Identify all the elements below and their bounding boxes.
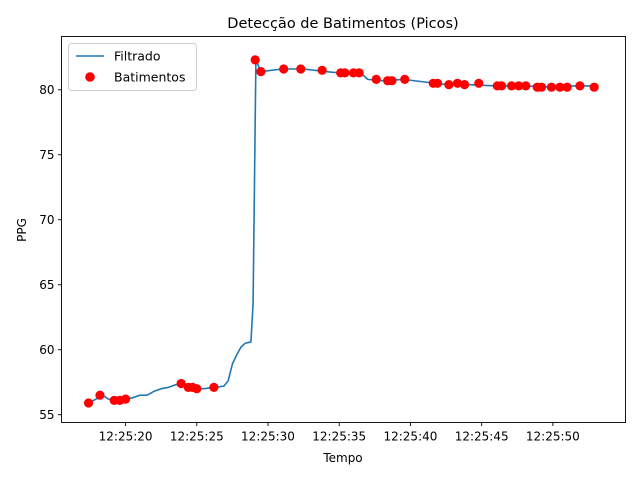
legend-label-batimentos: Batimentos — [114, 70, 185, 85]
y-tick-label: 55 — [39, 408, 54, 422]
beat-point — [256, 66, 266, 77]
chart-title: Detecção de Batimentos (Picos) — [227, 16, 458, 32]
beat-point — [575, 81, 585, 91]
legend: Filtrado Batimentos — [68, 43, 197, 91]
beat-point — [452, 78, 463, 88]
x-axis-ticks: 12:25:20 12:25:25 12:25:30 12:25:35 12:25:40… — [99, 422, 580, 444]
beat-point — [546, 82, 557, 92]
y-axis-label: PPG — [15, 218, 29, 242]
y-tick-label: 70 — [39, 213, 54, 227]
y-tick-label: 60 — [39, 343, 54, 357]
series-batimentos — [83, 55, 599, 408]
beat-point — [95, 390, 105, 400]
beat-point — [555, 82, 565, 92]
filtrado-line — [88, 59, 593, 404]
beat-point — [536, 82, 547, 92]
beat-point — [279, 64, 289, 74]
beat-point — [296, 64, 306, 74]
beat-point — [496, 81, 507, 91]
legend-marker-icon — [85, 72, 95, 82]
beat-point — [474, 78, 484, 88]
beat-point — [521, 81, 531, 91]
beat-point — [514, 81, 524, 91]
beat-point — [317, 65, 327, 75]
x-tick-label: 12:25:40 — [383, 430, 437, 444]
beat-point — [354, 68, 364, 78]
beat-point — [400, 74, 410, 84]
beat-point — [562, 82, 572, 92]
beat-point — [120, 394, 131, 404]
beat-point — [209, 382, 219, 393]
x-tick-label: 12:25:35 — [312, 430, 366, 444]
beat-point — [176, 378, 186, 389]
x-tick-label: 12:25:45 — [455, 430, 509, 444]
beat-point — [83, 398, 94, 408]
beat-point — [459, 79, 470, 90]
legend-label-filtrado: Filtrado — [114, 49, 161, 64]
beat-point — [387, 76, 397, 86]
y-tick-label: 65 — [39, 278, 54, 292]
beat-point — [192, 384, 202, 394]
plot-area — [83, 55, 599, 408]
x-tick-label: 12:25:50 — [526, 430, 580, 444]
x-tick-label: 12:25:25 — [170, 430, 224, 444]
beat-point — [506, 81, 517, 91]
x-tick-label: 12:25:20 — [99, 430, 153, 444]
x-axis-label: Tempo — [322, 451, 362, 465]
beat-point — [444, 79, 454, 90]
beat-point — [589, 82, 599, 92]
beat-point — [371, 74, 381, 84]
y-tick-label: 80 — [39, 83, 54, 97]
beat-point — [432, 78, 443, 88]
series-filtrado — [88, 59, 593, 404]
axes-frame — [61, 36, 626, 423]
beat-point — [340, 68, 350, 78]
y-tick-label: 75 — [39, 148, 54, 162]
beat-point — [250, 55, 260, 65]
x-tick-label: 12:25:30 — [241, 430, 295, 444]
y-axis-ticks: 55 60 65 70 75 80 — [39, 83, 62, 422]
